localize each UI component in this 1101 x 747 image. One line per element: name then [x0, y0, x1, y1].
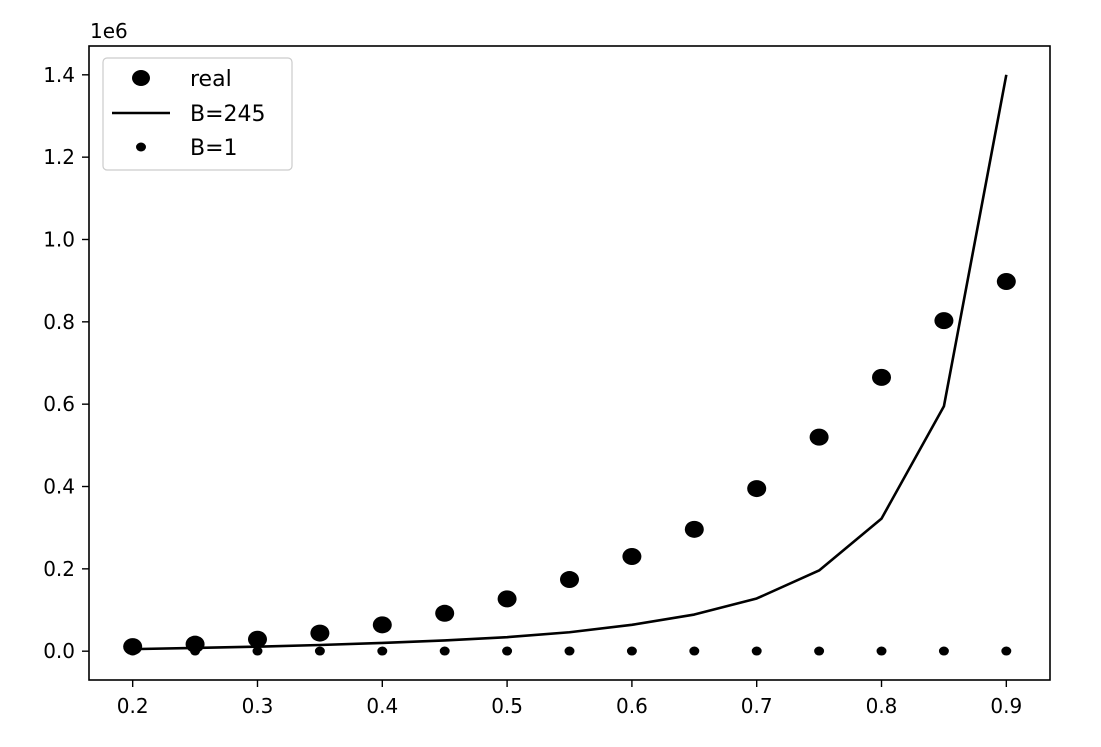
legend-label-real: real — [190, 67, 232, 92]
legend-marker-b1 — [136, 142, 146, 152]
series-line-b245 — [132, 74, 1008, 651]
point-b1 — [377, 646, 388, 656]
x-tick-label: 0.2 — [117, 694, 149, 718]
legend-box — [102, 57, 293, 171]
point-b1 — [751, 646, 762, 656]
point-b1 — [938, 646, 949, 656]
plot-frame — [88, 45, 1051, 681]
legend-label-b245: B=245 — [190, 102, 266, 127]
point-b1 — [314, 646, 325, 656]
point-real — [809, 428, 829, 446]
y-tick-label: 0.2 — [43, 557, 75, 581]
y-axis: 0.0 0.2 0.4 0.6 0.8 1.0 1.2 1.4 — [43, 63, 89, 663]
x-tick-label: 0.3 — [242, 694, 274, 718]
point-real — [747, 480, 767, 498]
point-b1 — [689, 646, 700, 656]
point-b1 — [439, 646, 450, 656]
x-tick-label: 0.7 — [741, 694, 773, 718]
point-b1 — [1001, 646, 1012, 656]
point-real — [123, 638, 143, 656]
point-real — [372, 616, 392, 634]
x-tick-label: 0.6 — [616, 694, 648, 718]
y-tick-label: 0.8 — [43, 310, 75, 334]
point-real — [310, 624, 330, 642]
point-b1 — [876, 646, 887, 656]
y-tick-label: 0.4 — [43, 475, 75, 499]
point-real — [435, 604, 455, 622]
point-b1 — [564, 646, 575, 656]
plot-area — [123, 74, 1016, 656]
x-tick-label: 0.9 — [990, 694, 1022, 718]
point-real — [996, 272, 1016, 290]
point-real — [185, 635, 205, 653]
point-real — [872, 368, 892, 386]
y-offset-label: 1e6 — [90, 19, 128, 43]
point-real — [497, 590, 517, 608]
legend-marker-real — [132, 70, 150, 86]
y-tick-label: 0.0 — [43, 639, 75, 663]
legend-label-b1: B=1 — [190, 136, 238, 161]
point-real — [934, 312, 954, 330]
point-b1 — [502, 646, 513, 656]
point-real — [684, 520, 704, 538]
point-b1 — [626, 646, 637, 656]
x-axis: 0.2 0.3 0.4 0.5 0.6 0.7 0.8 0.9 — [117, 680, 1022, 718]
x-tick-label: 0.8 — [866, 694, 898, 718]
point-b1 — [252, 646, 263, 656]
point-real — [622, 547, 642, 565]
legend: real B=245 B=1 — [102, 57, 293, 171]
x-tick-label: 0.4 — [366, 694, 398, 718]
y-tick-label: 0.6 — [43, 392, 75, 416]
y-tick-label: 1.2 — [43, 145, 75, 169]
point-real — [247, 630, 267, 648]
point-b1 — [814, 646, 825, 656]
y-tick-label: 1.0 — [43, 227, 75, 251]
point-real — [560, 571, 579, 589]
x-tick-label: 0.5 — [491, 694, 523, 718]
y-tick-label: 1.4 — [43, 63, 75, 87]
